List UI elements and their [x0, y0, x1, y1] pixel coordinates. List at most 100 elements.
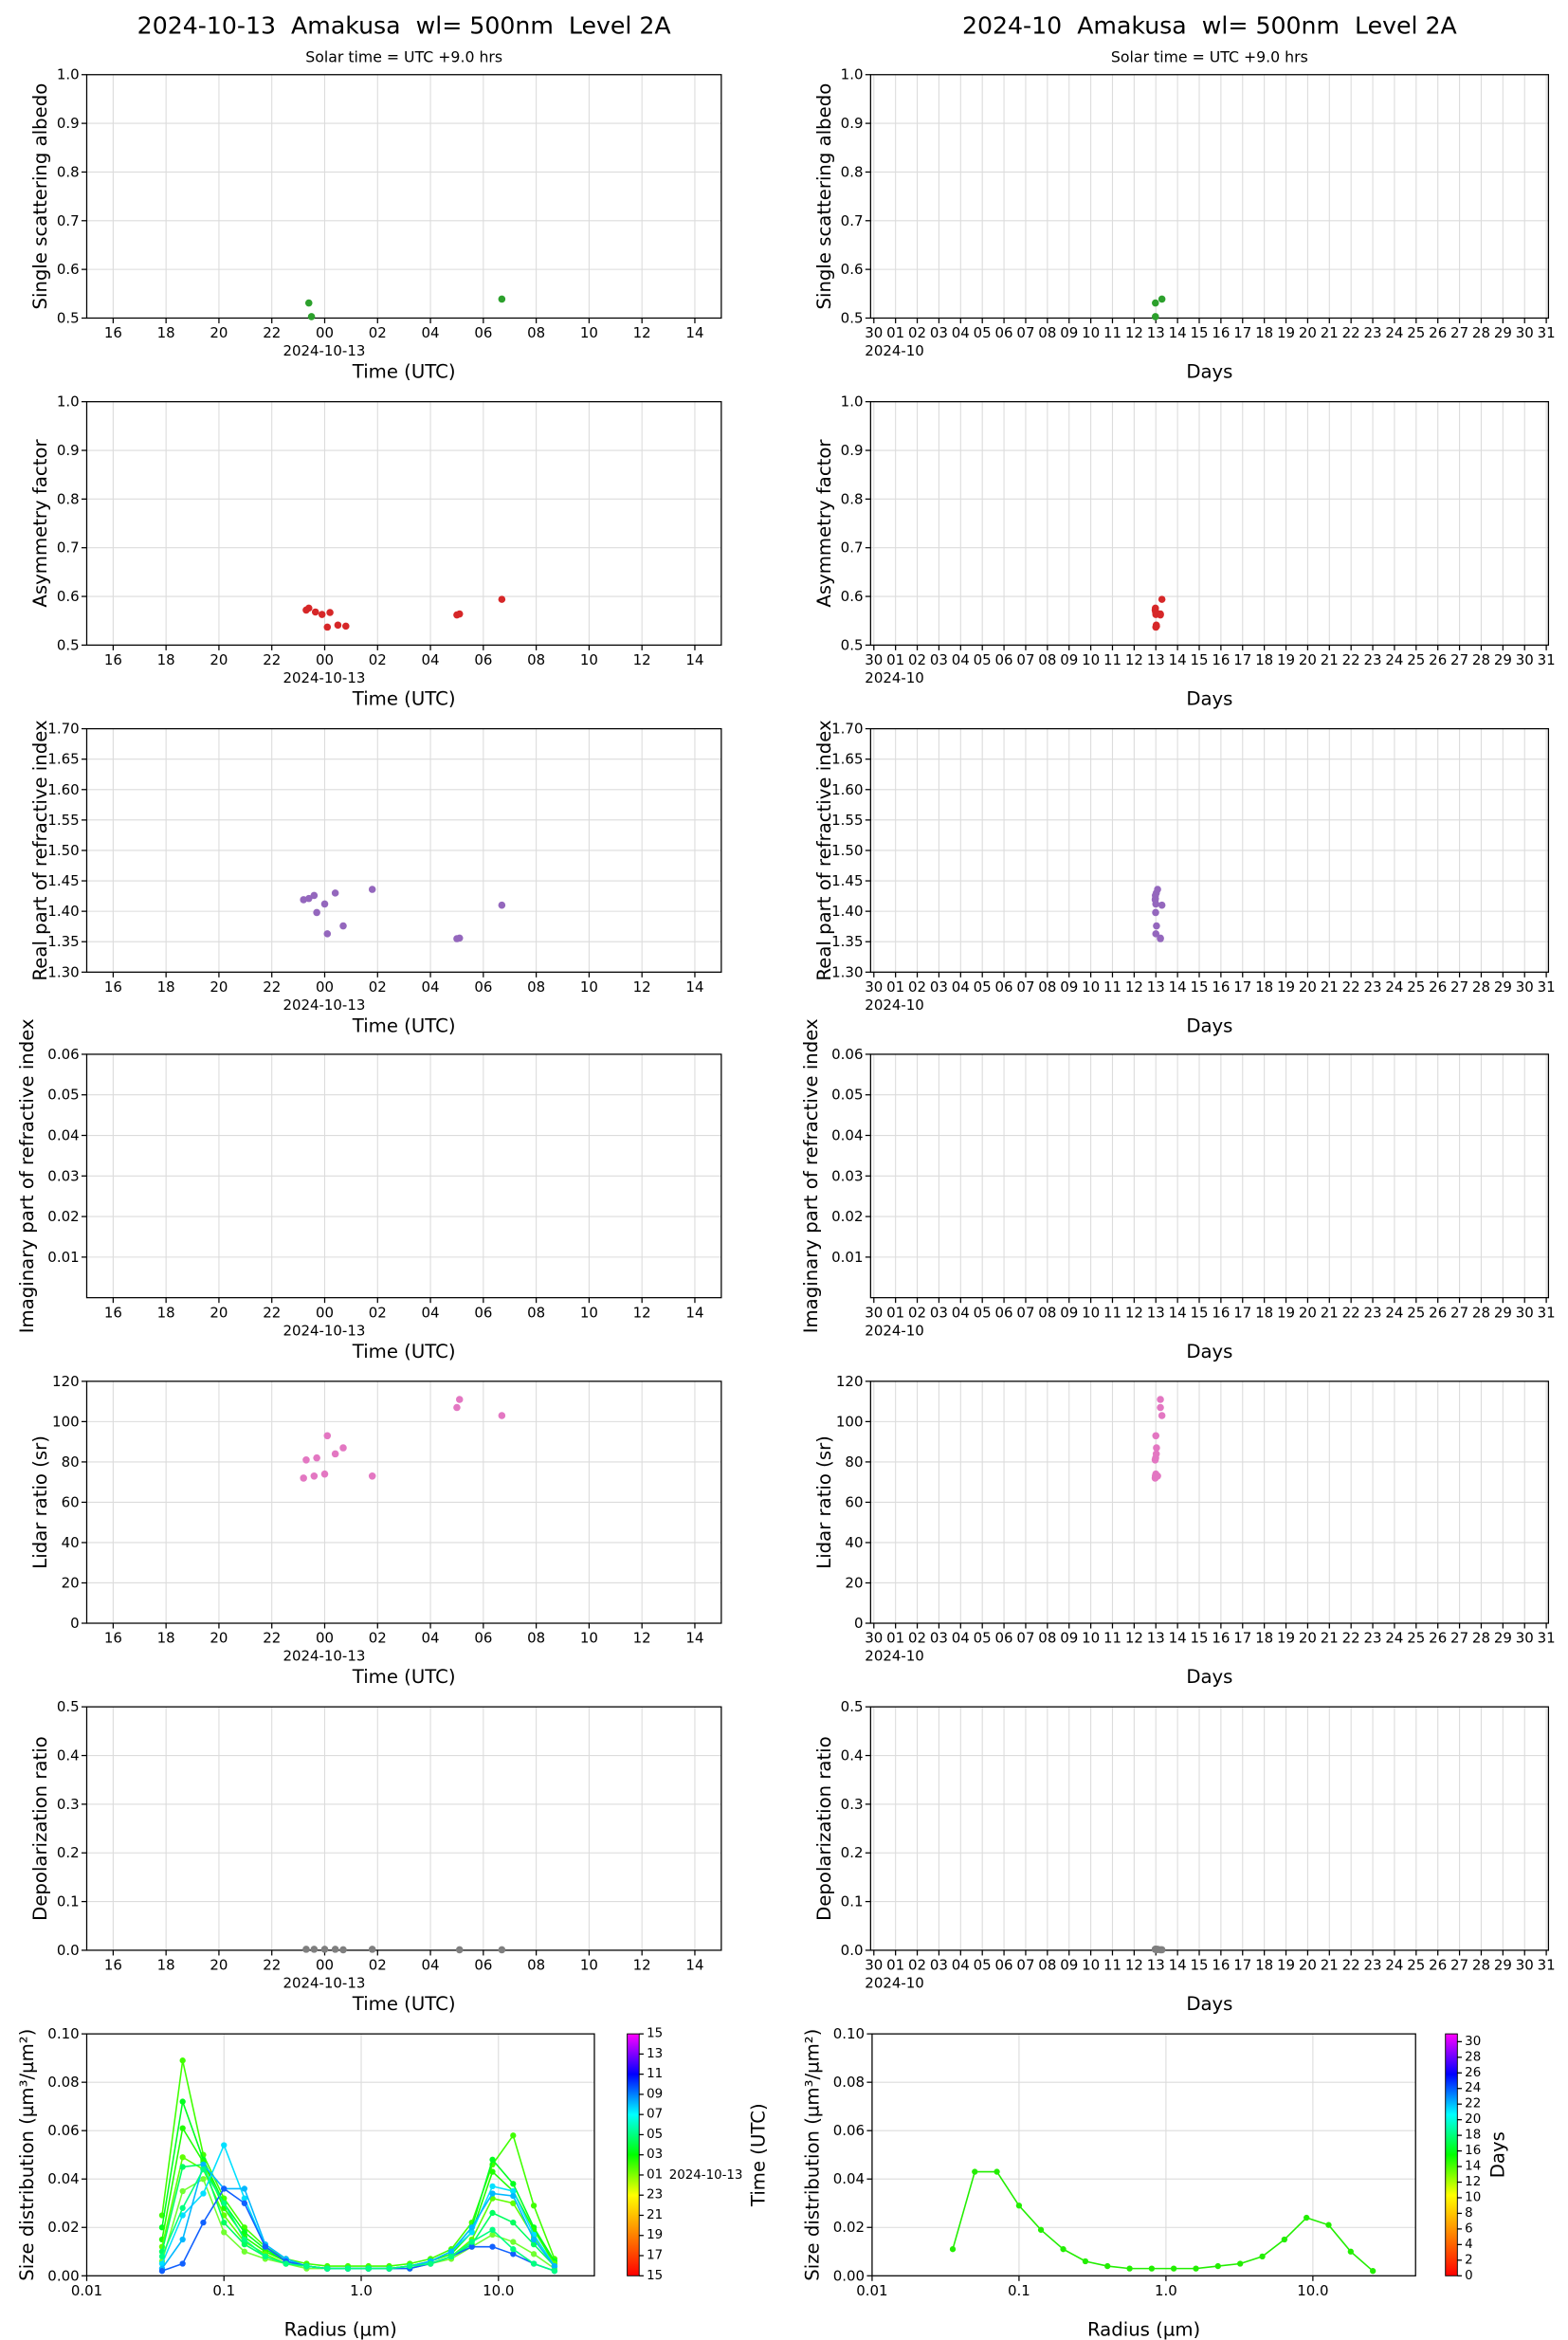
x-tick-label: 09 — [1060, 1304, 1078, 1321]
y-tick-label: 0.05 — [47, 1087, 79, 1104]
point — [179, 2057, 186, 2064]
point — [302, 1946, 310, 1953]
point — [200, 2190, 207, 2197]
point — [498, 901, 506, 909]
colorbar-tick-label: 07 — [647, 2108, 663, 2122]
colorbar-date-label: 2024-10-13 — [669, 2168, 743, 2183]
point — [1158, 1946, 1166, 1954]
x-tick-label: 02 — [369, 1957, 387, 1974]
colorbar-tick-label: 0 — [1465, 2269, 1473, 2283]
x-tick-label: 01 — [886, 1630, 904, 1647]
x-axis-label: Days — [1186, 361, 1232, 383]
x-tick-label: 12 — [633, 651, 651, 668]
point — [241, 2236, 248, 2243]
x-tick-label: 03 — [930, 651, 948, 668]
point — [320, 900, 329, 908]
point — [489, 2226, 496, 2233]
x-tick-label: 17 — [1233, 978, 1251, 996]
x-tick-label: 13 — [1147, 978, 1165, 996]
point — [498, 595, 506, 603]
y-tick-label: 0.02 — [47, 1208, 79, 1225]
x-tick-label: 30 — [1516, 978, 1534, 996]
x-tick-label: 00 — [316, 978, 334, 996]
point — [1154, 886, 1161, 893]
x-tick-label: 18 — [1255, 1957, 1273, 1974]
x-tick-label: 06 — [474, 324, 492, 341]
x-tick-label: 10 — [1082, 978, 1100, 996]
y-tick-label: 0.9 — [57, 115, 80, 132]
x-tick-label: 08 — [1038, 1630, 1056, 1647]
x-tick-label: 31 — [1538, 1630, 1556, 1647]
y-tick-label: 1.35 — [831, 933, 863, 950]
y-tick-label: 1.60 — [47, 781, 79, 798]
point — [1148, 2265, 1156, 2272]
x-tick-label: 04 — [422, 1304, 440, 1321]
y-tick-label: 1.0 — [841, 393, 864, 411]
point — [510, 2192, 517, 2200]
point — [310, 1472, 319, 1480]
y-tick-label: 0.04 — [831, 1127, 863, 1144]
point — [179, 2125, 186, 2131]
x-tick-label: 06 — [995, 1630, 1013, 1647]
x-tick-label: 02 — [908, 1630, 926, 1647]
x-tick-label: 19 — [1277, 1304, 1295, 1321]
y-tick-label: 0.02 — [47, 2219, 79, 2236]
x-tick-label: 21 — [1321, 324, 1339, 341]
colorbar-tick-label: 18 — [1465, 2129, 1481, 2143]
x-axis-label: Days — [1186, 1341, 1232, 1362]
x-tick-label: 16 — [104, 1957, 122, 1974]
point — [179, 2164, 186, 2170]
point — [972, 2168, 978, 2175]
y-tick-label: 0.04 — [47, 2170, 79, 2187]
colorbar-tick-label: 22 — [1465, 2097, 1481, 2111]
x-tick-label: 02 — [908, 978, 926, 996]
point — [283, 2260, 289, 2267]
x-tick-label: 20 — [1299, 324, 1317, 341]
chart-subtitle: Solar time = UTC +9.0 hrs — [305, 47, 502, 65]
y-tick-label: 0 — [70, 1615, 80, 1632]
x-tick-label: 10 — [1082, 1957, 1100, 1974]
point — [1304, 2214, 1310, 2221]
point — [551, 2268, 558, 2275]
x-tick-label: 01 — [886, 651, 904, 668]
y-tick-label: 0.1 — [57, 1893, 80, 1910]
y-tick-label: 0.8 — [841, 490, 864, 507]
point — [1126, 2265, 1133, 2272]
point — [344, 2265, 352, 2272]
x-tick-label: 1.0 — [1155, 2282, 1177, 2299]
x-tick-label: 00 — [316, 1304, 334, 1321]
x-tick-label: 05 — [974, 1304, 992, 1321]
point — [320, 1470, 329, 1478]
colorbar-tick-label: 28 — [1465, 2050, 1481, 2064]
x-tick-label: 22 — [263, 324, 281, 341]
point — [1193, 2265, 1199, 2272]
colorbar-tick-label: 01 — [647, 2167, 663, 2182]
y-tick-label: 0.0 — [57, 1942, 80, 1959]
point — [510, 2187, 517, 2195]
y-tick-label: 40 — [845, 1534, 863, 1551]
point — [241, 2240, 248, 2248]
x-tick-label: 23 — [1364, 978, 1382, 996]
x-tick-label: 08 — [1038, 1304, 1056, 1321]
x-tick-label: 08 — [527, 1957, 545, 1974]
x-tick-label: 02 — [908, 324, 926, 341]
y-tick-label: 1.70 — [47, 721, 79, 738]
x-tick-label: 07 — [1016, 1304, 1034, 1321]
point — [1152, 1432, 1160, 1440]
colorbar-tick-label: 13 — [647, 2047, 663, 2061]
y-tick-label: 0.7 — [841, 539, 864, 557]
point — [1157, 934, 1164, 942]
x-tick-label: 04 — [422, 978, 440, 996]
chart-title: 2024-10-13 Amakusa wl= 500nm Level 2A — [137, 11, 672, 39]
point — [1259, 2253, 1266, 2260]
colorbar-tick-label: 6 — [1465, 2221, 1473, 2236]
x-tick-label: 18 — [157, 978, 175, 996]
x-tick-label: 14 — [685, 1304, 703, 1321]
plot-frame — [869, 401, 1550, 647]
x-tick-label: 14 — [685, 978, 703, 996]
x-tick-label: 16 — [1212, 1957, 1230, 1974]
x-tick-label: 14 — [1169, 1630, 1187, 1647]
y-tick-label: 0.5 — [57, 1698, 80, 1715]
point — [1347, 2248, 1354, 2255]
